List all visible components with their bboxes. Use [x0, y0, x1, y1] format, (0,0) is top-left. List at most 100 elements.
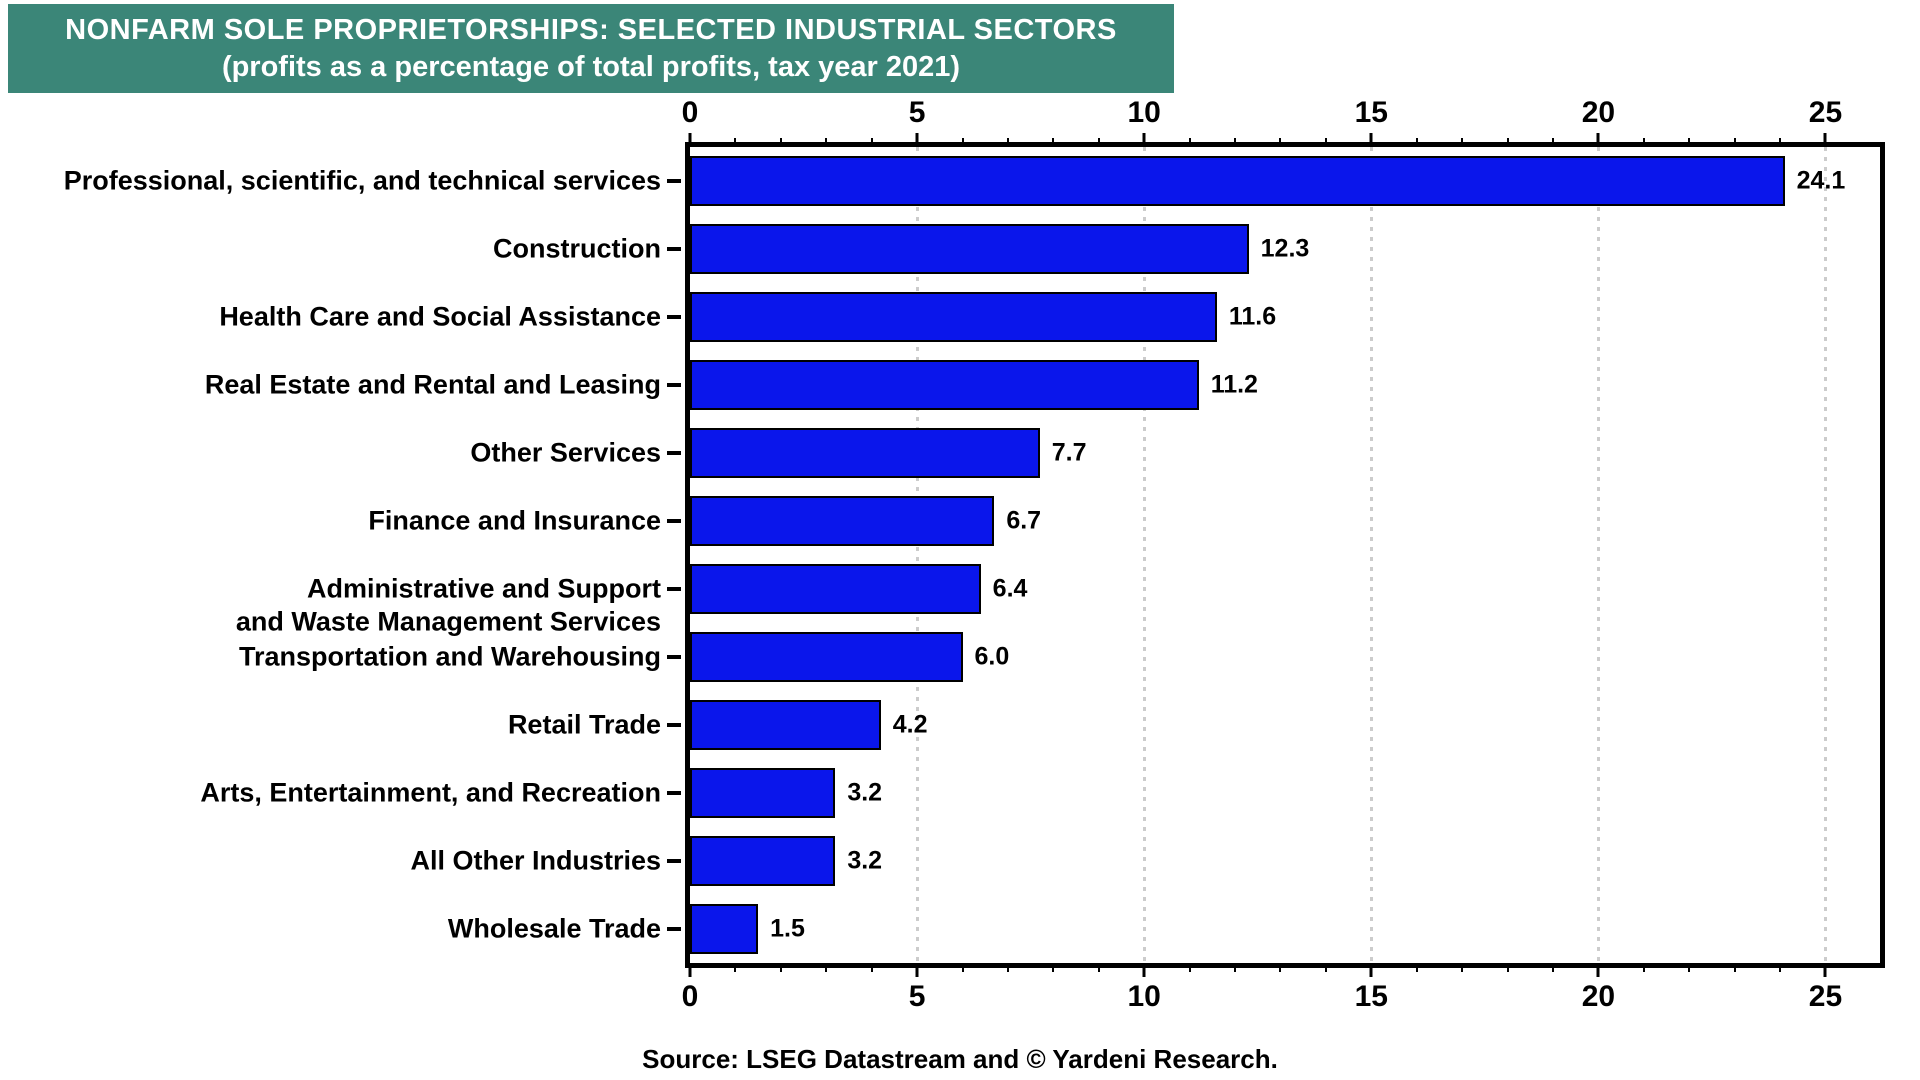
minor-tick-17	[1461, 138, 1464, 147]
axis-tick-label-10: 10	[1127, 96, 1161, 129]
axis-tick-label-5: 5	[908, 96, 926, 129]
bar	[690, 904, 759, 954]
category-label: All Other Industries	[410, 845, 661, 876]
bar-value-label: 6.0	[974, 642, 1010, 671]
minor-tick-16	[1415, 138, 1418, 147]
category-label: Wholesale Trade	[447, 913, 661, 944]
category-label: Construction	[493, 233, 661, 264]
bars-container: 24.1 12.3 11.6 11.2 7.7 6.7 6.4 6.0 4.2 3.2 3.2 1.5	[690, 147, 1880, 963]
category-label: Other Services	[470, 437, 661, 468]
minor-tick-21	[1642, 963, 1645, 972]
chart-subtitle: (profits as a percentage of total profit…	[221, 50, 961, 83]
bar	[690, 768, 836, 818]
bar	[690, 496, 995, 546]
gridline-15	[1370, 147, 1374, 963]
bar	[690, 632, 963, 682]
minor-tick-24	[1779, 138, 1782, 147]
axis-tick-label-20: 20	[1581, 96, 1616, 129]
major-tick-10	[1142, 133, 1146, 147]
chart-title: NONFARM SOLE PROPRIETORSHIPS: SELECTED I…	[65, 13, 1117, 46]
bar-row: 4.2	[690, 691, 1880, 759]
bar	[690, 564, 981, 614]
category-tick	[667, 587, 681, 591]
category-label: Professional, scientific, and technical …	[63, 165, 661, 196]
gridline-5	[916, 147, 920, 963]
minor-tick-6	[961, 963, 964, 972]
minor-tick-8	[1052, 963, 1055, 972]
category-tick	[667, 723, 681, 727]
minor-tick-18	[1506, 963, 1509, 972]
bar-value-label: 6.7	[1006, 506, 1042, 535]
bar-value-label: 4.2	[892, 710, 928, 739]
major-tick-20	[1596, 963, 1600, 977]
minor-tick-11	[1188, 963, 1191, 972]
minor-tick-4	[870, 138, 873, 147]
bar-row: 3.2	[690, 827, 1880, 895]
minor-tick-2	[779, 963, 782, 972]
bar-value-label: 11.2	[1210, 370, 1258, 399]
category-label: Arts, Entertainment, and Recreation	[200, 777, 661, 808]
category-tick	[667, 451, 681, 455]
category-tick	[667, 315, 681, 319]
major-tick-5	[915, 963, 919, 977]
bar-row: 11.2	[690, 351, 1880, 419]
category-tick	[667, 859, 681, 863]
bar-row: 12.3	[690, 215, 1880, 283]
category-label: Administrative and Support and Waste Man…	[235, 573, 661, 637]
major-tick-15	[1369, 963, 1373, 977]
minor-tick-17	[1461, 963, 1464, 972]
minor-tick-22	[1688, 963, 1691, 972]
bar-value-label: 3.2	[847, 846, 883, 875]
minor-tick-11	[1188, 138, 1191, 147]
minor-tick-24	[1779, 963, 1782, 972]
minor-tick-4	[870, 963, 873, 972]
minor-tick-2	[779, 138, 782, 147]
minor-tick-1	[734, 138, 737, 147]
bar	[690, 428, 1040, 478]
minor-tick-9	[1097, 963, 1100, 972]
axis-tick-label-10: 10	[1127, 980, 1161, 1013]
axis-tick-label-15: 15	[1354, 980, 1388, 1013]
minor-tick-6	[961, 138, 964, 147]
bar	[690, 836, 836, 886]
bar-row: 24.1	[690, 147, 1880, 215]
category-tick	[667, 178, 681, 183]
minor-tick-9	[1097, 138, 1100, 147]
bar-value-label: 6.4	[992, 574, 1028, 603]
axis-tick-label-15: 15	[1354, 96, 1388, 129]
major-tick-0	[688, 963, 692, 977]
title-banner: NONFARM SOLE PROPRIETORSHIPS: SELECTED I…	[8, 4, 1174, 93]
bar-value-label: 11.6	[1228, 302, 1277, 331]
minor-tick-7	[1006, 138, 1009, 147]
minor-tick-3	[825, 138, 828, 147]
bar-value-label: 3.2	[847, 778, 883, 807]
bar-value-label: 1.5	[770, 914, 805, 943]
bar-row: 6.7	[690, 487, 1880, 555]
major-tick-20	[1596, 133, 1600, 147]
major-tick-5	[915, 133, 919, 147]
category-label: Finance and Insurance	[368, 505, 661, 536]
category-tick	[667, 519, 681, 523]
category-label: Health Care and Social Assistance	[219, 301, 661, 332]
minor-tick-23	[1733, 963, 1736, 972]
minor-tick-21	[1642, 138, 1645, 147]
major-tick-25	[1823, 133, 1827, 147]
minor-tick-14	[1324, 138, 1327, 147]
gridline-25	[1824, 147, 1828, 963]
axis-tick-label-5: 5	[908, 980, 926, 1013]
bar-row: 3.2	[690, 759, 1880, 827]
bar	[690, 156, 1785, 206]
category-labels: Professional, scientific, and technical …	[0, 147, 685, 963]
gridline-20	[1597, 147, 1601, 963]
minor-tick-18	[1506, 138, 1509, 147]
category-label: Transportation and Warehousing	[238, 641, 661, 672]
category-label: Real Estate and Rental and Leasing	[204, 369, 661, 400]
axis-tick-label-0: 0	[681, 96, 699, 129]
major-tick-25	[1823, 963, 1827, 977]
major-tick-0	[688, 133, 692, 147]
major-tick-15	[1369, 133, 1373, 147]
minor-tick-13	[1279, 138, 1282, 147]
minor-tick-3	[825, 963, 828, 972]
minor-tick-19	[1551, 963, 1554, 972]
